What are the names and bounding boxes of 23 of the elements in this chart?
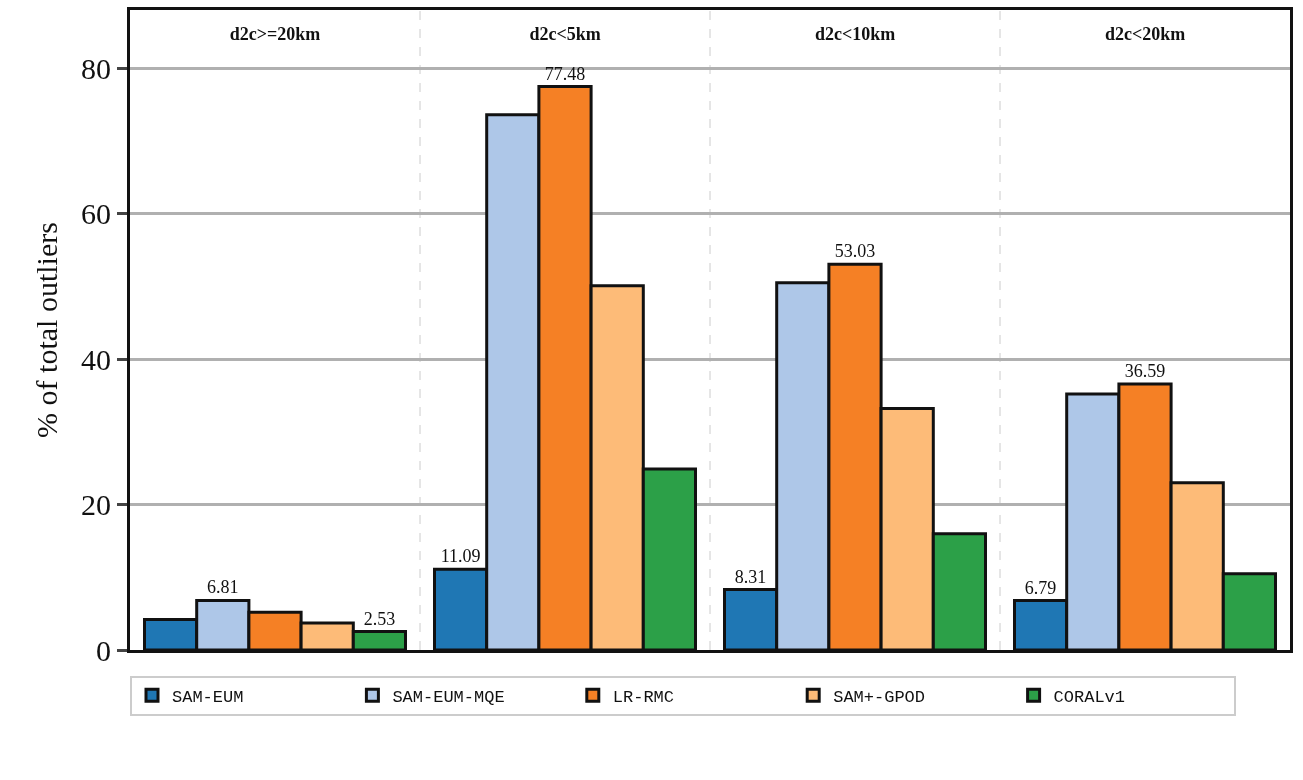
data-label: 77.48	[544, 63, 586, 84]
y-tick-label: 80	[81, 51, 111, 85]
data-label: 8.31	[734, 566, 767, 587]
data-label: 36.59	[1124, 360, 1166, 381]
legend-label: LR-RMC	[612, 687, 675, 707]
y-tick-label: 60	[81, 197, 111, 231]
y-tick-label: 20	[81, 488, 111, 522]
data-label: 53.03	[834, 241, 876, 262]
data-label: 2.53	[363, 608, 396, 629]
y-axis-title: % of total outliers	[30, 222, 63, 438]
legend-label: SAM-EUM	[172, 687, 244, 707]
legend-label: CORALv1	[1053, 687, 1126, 707]
x-tick-label: d2c<10km	[814, 23, 896, 44]
legend-label: SAM+-GPOD	[833, 687, 926, 707]
y-tick-label: 0	[96, 633, 111, 667]
data-label: 11.09	[440, 546, 481, 567]
data-label: 6.81	[207, 577, 239, 598]
legend-label: SAM-EUM-MQE	[392, 687, 505, 707]
x-tick-label: d2c<5km	[529, 23, 601, 44]
y-tick-label: 40	[81, 342, 111, 376]
data-label: 6.79	[1024, 577, 1057, 598]
x-tick-label: d2c>=20km	[229, 23, 321, 44]
x-tick-label: d2c<20km	[1104, 23, 1186, 44]
